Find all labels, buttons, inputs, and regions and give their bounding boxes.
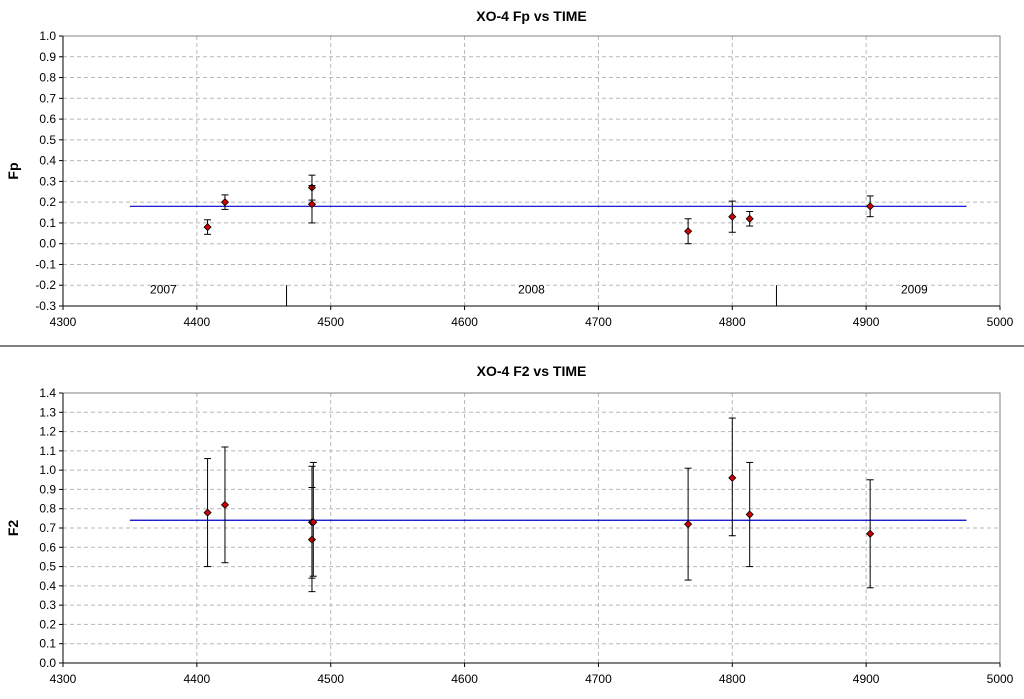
y-tick-label: 0.5: [39, 560, 56, 574]
y-tick-label: -0.2: [35, 278, 56, 292]
y-axis-title: Fp: [5, 162, 21, 179]
x-tick-label: 4800: [719, 315, 746, 329]
y-tick-label: 0.8: [39, 71, 56, 85]
data-point-marker: [728, 473, 737, 482]
y-tick-label: 1.1: [39, 444, 56, 458]
x-tick-label: 5000: [987, 315, 1014, 329]
year-label: 2009: [901, 283, 928, 297]
y-tick-label: 1.3: [39, 405, 56, 419]
y-tick-label: 0.1: [39, 637, 56, 651]
x-tick-label: 4700: [585, 315, 612, 329]
y-tick-label: 0.6: [39, 112, 56, 126]
y-tick-label: 0.1: [39, 216, 56, 230]
x-tick-label: 4300: [50, 672, 77, 686]
y-tick-label: 0.4: [39, 579, 56, 593]
y-tick-label: 0.2: [39, 617, 56, 631]
data-point-marker: [307, 535, 317, 544]
year-label: 2007: [150, 283, 177, 297]
x-tick-label: 4400: [184, 315, 211, 329]
data-point-marker: [220, 198, 230, 207]
data-point-marker: [728, 212, 737, 221]
y-tick-label: -0.1: [35, 257, 56, 271]
y-tick-label: 1.2: [39, 425, 56, 439]
x-tick-label: 4600: [451, 315, 478, 329]
data-point-marker: [307, 200, 317, 209]
y-tick-label: 1.0: [39, 463, 56, 477]
data-point-marker: [866, 529, 875, 538]
y-tick-label: 0.9: [39, 482, 56, 496]
x-tick-label: 4500: [317, 672, 344, 686]
y-tick-label: 0.0: [39, 656, 56, 670]
x-tick-label: 4800: [719, 672, 746, 686]
data-point-marker: [309, 518, 318, 527]
x-tick-label: 4500: [317, 315, 344, 329]
data-point-marker: [745, 214, 754, 223]
chart-fp-vs-time: XO-4 Fp vs TIME Fp -0.3 -0.2 -0.1 0.0 0.1 0.2 0.…: [5, 8, 1014, 329]
y-tick-label: 0.5: [39, 133, 56, 147]
y-tick-label: 0.9: [39, 50, 56, 64]
y-tick-label: 0.7: [39, 91, 56, 105]
y-tick-label: 0.7: [39, 521, 56, 535]
x-tick-label: 4700: [585, 672, 612, 686]
x-tick-label: 4400: [184, 672, 211, 686]
data-point-marker: [684, 520, 693, 529]
x-tick-label: 4300: [50, 315, 77, 329]
y-tick-label: 0.3: [39, 598, 56, 612]
data-point-marker: [745, 510, 754, 519]
y-tick-label: 1.0: [39, 29, 56, 43]
y-tick-label: 0.0: [39, 237, 56, 251]
data-point-marker: [220, 500, 230, 509]
y-tick-label: 0.3: [39, 174, 56, 188]
chart-title: XO-4 Fp vs TIME: [476, 8, 586, 24]
chart-f2-vs-time: XO-4 F2 vs TIME F2 0.0 0.1 0.2 0.3 0.4 0.5 0.6 0.…: [5, 363, 1014, 686]
y-tick-label: -0.3: [35, 299, 56, 313]
data-point-marker: [866, 202, 875, 211]
chart-title: XO-4 F2 vs TIME: [477, 363, 587, 379]
x-tick-label: 4600: [451, 672, 478, 686]
data-point-marker: [203, 223, 212, 232]
x-tick-label: 4900: [853, 672, 880, 686]
y-tick-label: 0.2: [39, 195, 56, 209]
y-tick-label: 0.6: [39, 540, 56, 554]
x-tick-label: 4900: [853, 315, 880, 329]
y-tick-label: 0.4: [39, 154, 56, 168]
y-tick-label: 0.8: [39, 502, 56, 516]
plot-area-frame: [62, 35, 1001, 307]
y-axis-title: F2: [5, 520, 21, 537]
data-point-marker: [684, 227, 693, 236]
data-point-marker: [203, 508, 212, 517]
year-label: 2008: [518, 283, 545, 297]
y-tick-label: 1.4: [39, 386, 56, 400]
x-tick-label: 5000: [987, 672, 1014, 686]
